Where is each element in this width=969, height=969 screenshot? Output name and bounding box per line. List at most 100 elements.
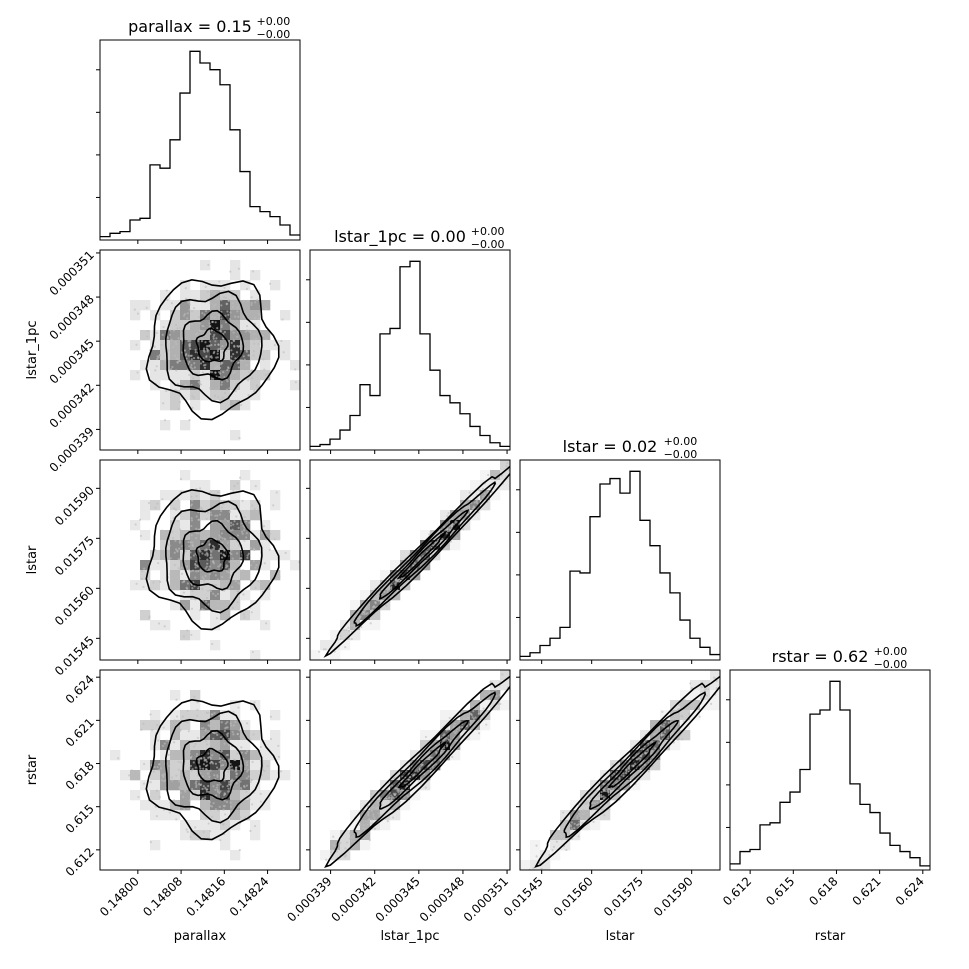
density-cell — [180, 820, 191, 831]
sample-point — [663, 740, 666, 743]
sample-point — [227, 790, 230, 793]
sample-point — [745, 660, 747, 662]
sample-point — [193, 362, 196, 365]
density-cell — [240, 320, 251, 331]
density-cell — [440, 750, 451, 761]
sample-point — [535, 844, 538, 847]
sample-point — [236, 306, 239, 309]
sample-point — [197, 532, 200, 535]
sample-point — [193, 695, 196, 698]
sample-point — [324, 648, 327, 651]
sample-point — [424, 735, 428, 739]
sample-point — [241, 499, 244, 502]
sample-point — [226, 368, 229, 372]
density-cell — [360, 590, 371, 601]
sample-point — [153, 345, 156, 348]
sample-point — [488, 692, 491, 695]
sample-point — [187, 541, 190, 544]
density-lstar_1pc-rstar — [306, 669, 511, 874]
sample-point — [207, 724, 210, 727]
sample-point — [190, 310, 194, 313]
density-cell — [190, 500, 201, 511]
density-cell — [330, 830, 341, 841]
density-cell — [200, 750, 211, 761]
sample-point — [161, 744, 165, 747]
density-cell — [140, 580, 151, 591]
sample-point — [192, 357, 196, 360]
y-tick-label-lstar_1pc: 0.000348 — [47, 292, 97, 342]
density-cell — [200, 590, 211, 601]
sample-point — [481, 487, 485, 491]
sample-point — [235, 351, 239, 354]
density-cell — [190, 300, 201, 311]
density-cell — [330, 630, 341, 641]
sample-point — [322, 648, 326, 651]
density-cell — [390, 810, 401, 821]
density-cell — [180, 280, 191, 291]
sample-point — [205, 711, 208, 714]
density-cell — [350, 830, 361, 841]
density-cell — [360, 620, 371, 631]
sample-point — [275, 491, 278, 494]
sample-point — [230, 568, 233, 571]
sample-point — [219, 839, 222, 842]
sample-point — [241, 532, 244, 535]
density-cell — [180, 580, 191, 591]
density-cell — [630, 780, 641, 791]
density-cell — [480, 480, 491, 491]
density-cell — [210, 730, 221, 741]
sample-point — [246, 764, 249, 767]
sample-point — [198, 487, 202, 490]
sample-point — [170, 776, 173, 779]
contour-line — [378, 719, 470, 810]
density-cell — [190, 750, 201, 761]
density-cell — [220, 720, 231, 731]
x-tick-label-parallax: 0.14800 — [97, 874, 142, 919]
density-cell — [210, 310, 221, 321]
x-axis-label-lstar: lstar — [606, 929, 635, 944]
density-cell — [210, 720, 221, 731]
sample-point — [200, 757, 203, 760]
sample-point — [232, 339, 235, 342]
sample-point — [223, 330, 227, 334]
sample-point — [664, 721, 667, 724]
sample-point — [209, 830, 212, 833]
sample-point — [496, 472, 499, 475]
sample-point — [548, 853, 551, 857]
density-cell — [120, 770, 131, 781]
sample-point — [167, 349, 170, 352]
sample-point — [254, 484, 257, 488]
sample-point — [213, 711, 216, 715]
sample-point — [147, 501, 151, 505]
sample-point — [186, 317, 189, 320]
density-cell — [250, 320, 261, 331]
sample-point — [155, 331, 158, 335]
sample-point — [345, 841, 349, 844]
density-cell — [560, 810, 571, 821]
sample-point — [209, 553, 213, 557]
sample-point — [232, 353, 235, 356]
sample-point — [189, 756, 193, 759]
density-cell — [270, 500, 281, 511]
sample-point — [555, 840, 558, 843]
sample-point — [231, 585, 234, 589]
density-cell — [160, 810, 171, 821]
density-cell — [240, 380, 251, 391]
sample-point — [376, 801, 380, 804]
density-cell — [190, 350, 201, 361]
sample-point — [465, 718, 468, 721]
density-cell — [650, 760, 661, 771]
title-parallax: parallax = 0.15 +0.00−0.00 — [128, 15, 290, 41]
sample-point — [269, 532, 272, 535]
density-cell — [230, 850, 241, 861]
sample-point — [220, 532, 224, 535]
density-cell — [260, 330, 271, 341]
sample-point — [715, 686, 718, 690]
axes-frame — [729, 669, 931, 871]
density-cell — [210, 760, 221, 771]
sample-point — [505, 465, 508, 468]
sample-point — [210, 343, 213, 347]
sample-point — [164, 479, 166, 481]
sample-point — [454, 739, 457, 742]
sample-point — [250, 369, 254, 372]
